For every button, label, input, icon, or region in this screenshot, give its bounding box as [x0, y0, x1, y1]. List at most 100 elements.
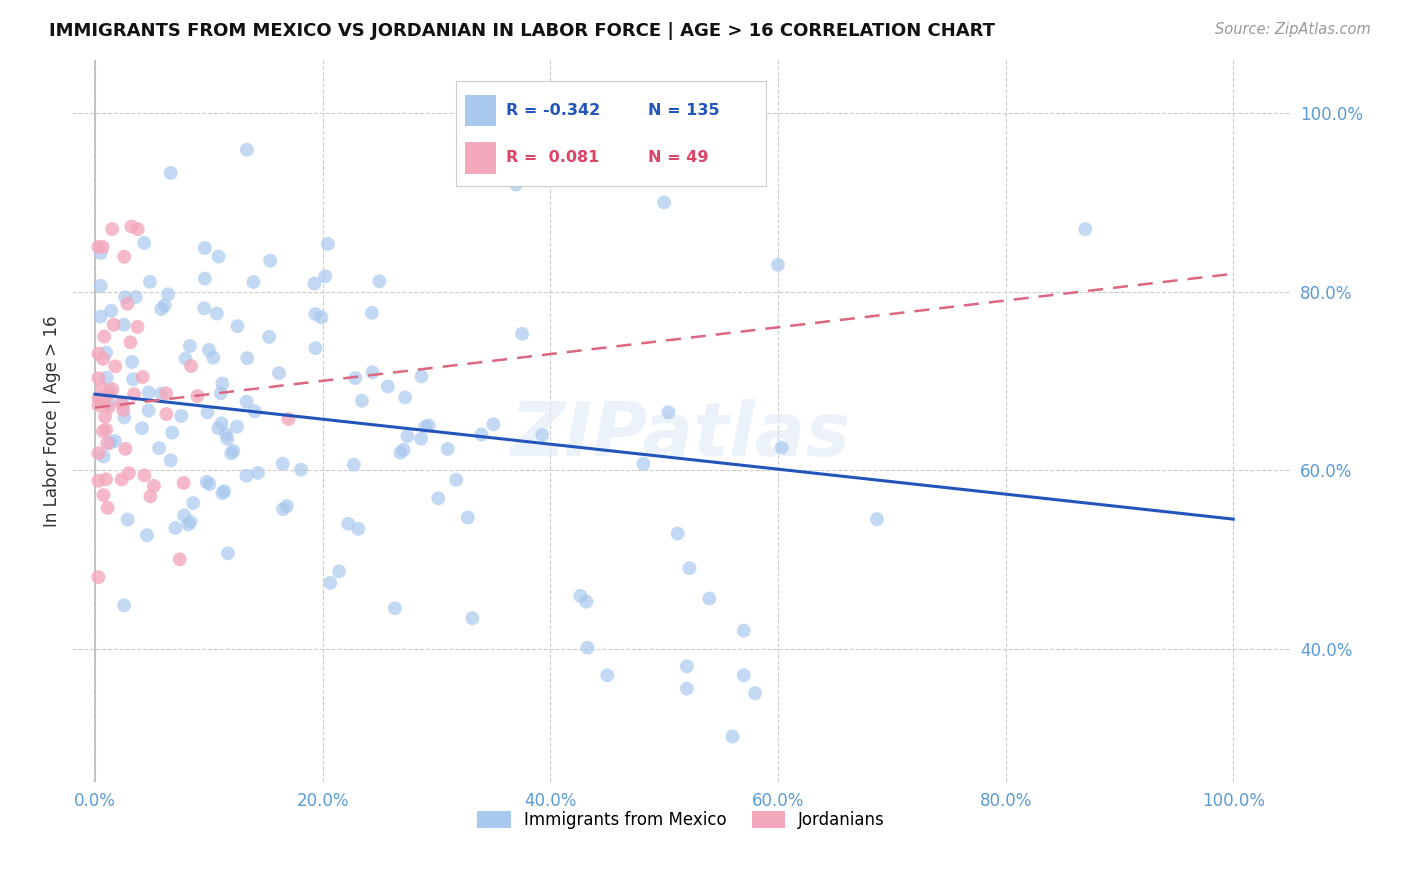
Point — [194, 271, 217, 285]
Point — [139, 489, 162, 503]
Point — [110, 395, 132, 409]
Point — [112, 250, 135, 264]
Point — [676, 659, 699, 673]
Point — [112, 398, 135, 412]
Point — [87, 240, 110, 254]
Point — [148, 441, 170, 455]
Point — [319, 575, 342, 590]
Point — [87, 446, 110, 460]
Point — [343, 458, 366, 472]
Point — [409, 432, 432, 446]
Point — [770, 441, 793, 455]
Point — [236, 143, 259, 157]
Point — [120, 219, 142, 234]
Point — [150, 386, 173, 401]
Point — [392, 442, 415, 457]
Point — [377, 379, 399, 393]
Point — [194, 241, 217, 255]
Point — [212, 484, 235, 499]
Point — [90, 310, 112, 324]
Point — [121, 355, 143, 369]
Point — [165, 521, 187, 535]
Point — [350, 393, 373, 408]
Point — [112, 318, 135, 332]
Point — [96, 423, 118, 437]
Point — [271, 457, 294, 471]
Point — [368, 274, 391, 288]
Point — [396, 429, 419, 443]
Point — [155, 386, 177, 401]
Point — [136, 528, 159, 542]
Point — [169, 552, 191, 566]
Point — [97, 500, 120, 515]
Point — [277, 412, 299, 426]
Point — [866, 512, 889, 526]
Point — [259, 253, 281, 268]
Point — [122, 387, 145, 401]
Point — [267, 366, 290, 380]
Point — [91, 381, 114, 395]
Point — [112, 403, 135, 417]
Point — [657, 405, 679, 419]
Point — [394, 391, 416, 405]
Point — [90, 246, 112, 260]
Legend: Immigrants from Mexico, Jordanians: Immigrants from Mexico, Jordanians — [471, 804, 891, 836]
Point — [91, 351, 114, 366]
Point — [118, 466, 141, 480]
Point — [290, 463, 312, 477]
Point — [96, 345, 118, 359]
Point — [93, 488, 115, 502]
Point — [90, 278, 112, 293]
Point — [569, 589, 592, 603]
Point — [173, 508, 195, 523]
Point — [457, 510, 479, 524]
Point — [127, 222, 149, 236]
Point — [87, 371, 110, 385]
Point — [179, 339, 201, 353]
Point — [122, 372, 145, 386]
Point — [652, 195, 675, 210]
Point — [236, 351, 259, 365]
Point — [104, 434, 127, 448]
Point — [193, 301, 215, 316]
Point — [226, 419, 249, 434]
Point — [271, 502, 294, 516]
Point — [314, 269, 336, 284]
Point — [131, 370, 153, 384]
Point — [111, 472, 134, 486]
Point — [721, 730, 744, 744]
Point — [211, 486, 233, 500]
Point — [257, 330, 280, 344]
Point — [243, 404, 266, 418]
Point — [91, 424, 114, 438]
Point — [138, 385, 160, 400]
Point — [276, 499, 298, 513]
Point — [360, 306, 382, 320]
Point — [112, 410, 135, 425]
Point — [531, 428, 554, 442]
Point — [93, 329, 115, 343]
Point — [112, 599, 135, 613]
Point — [114, 442, 136, 456]
Point — [181, 496, 204, 510]
Point — [389, 446, 412, 460]
Point — [510, 326, 533, 341]
Point — [316, 237, 339, 252]
Point — [179, 515, 201, 529]
Point — [131, 421, 153, 435]
Point — [177, 517, 200, 532]
Point — [482, 417, 505, 432]
Point — [411, 369, 433, 384]
Point — [138, 403, 160, 417]
Point — [436, 442, 458, 456]
Point — [207, 250, 229, 264]
Point — [444, 473, 467, 487]
Point — [94, 472, 117, 486]
Point — [91, 392, 114, 407]
Point — [114, 290, 136, 304]
Point — [304, 341, 326, 355]
Point — [170, 409, 193, 423]
Point — [235, 394, 257, 409]
Point — [134, 235, 156, 250]
Point — [633, 457, 655, 471]
